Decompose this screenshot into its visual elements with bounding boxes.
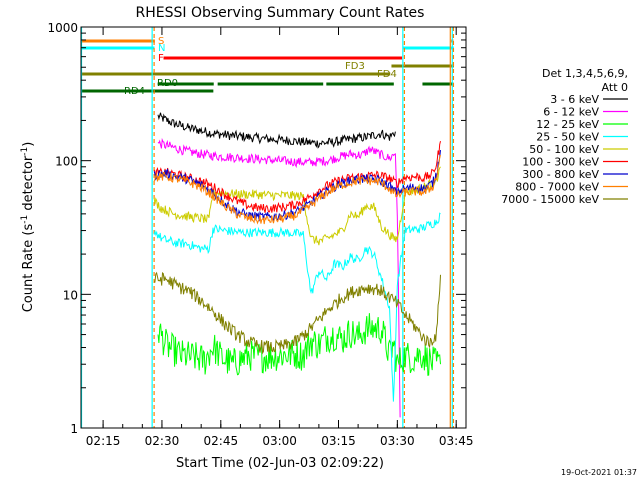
legend-header-line2: Att 0 (602, 81, 628, 94)
series-12-25-kev (157, 313, 441, 376)
attenuator-lines (80, 27, 455, 428)
bar-label-rd4: RD4 (124, 86, 145, 97)
chart-title: RHESSI Observing Summary Count Rates (136, 5, 425, 21)
timestamp: 19-Oct-2021 01:37 (561, 468, 637, 477)
x-tick-label: 02:30 (145, 434, 180, 448)
y-tick-label: 10 (63, 288, 78, 302)
legend-label-6-12-kev: 6 - 12 keV (543, 106, 599, 119)
series-800-7000-kev (153, 154, 441, 225)
series-25-50-kev (153, 212, 441, 402)
legend-label-25-50-kev: 25 - 50 keV (536, 131, 599, 144)
series-6-12-kev (157, 137, 401, 418)
y-axis-label: Count Rate (s-1 detector-1) (20, 142, 36, 313)
x-tick-label: 02:15 (86, 434, 121, 448)
bar-label-fd4: FD4 (377, 69, 397, 80)
series-lines (153, 112, 441, 418)
y-tick-label: 1000 (47, 21, 78, 35)
legend-label-12-25-kev: 12 - 25 keV (536, 118, 599, 131)
axes: 02:15 02:30 02:45 03:00 03:15 03:30 03:45 1 10 10… (47, 21, 473, 448)
x-tick-label: 03:00 (262, 434, 297, 448)
y-tick-label: 1 (70, 422, 78, 436)
x-tick-label: 03:45 (439, 434, 474, 448)
series-50-100-kev (153, 166, 441, 246)
plot-frame (80, 26, 467, 429)
series-7000-15000-kev (153, 271, 441, 355)
legend-label-50-100-kev: 50 - 100 keV (529, 143, 599, 156)
legend-label-3-6-kev: 3 - 6 keV (550, 93, 599, 106)
series-100-300-kev (153, 140, 441, 213)
x-tick-label: 03:30 (380, 434, 415, 448)
y-tick-label: 100 (55, 155, 78, 169)
legend-label-300-800-kev: 300 - 800 keV (522, 168, 599, 181)
legend-label-7000-15000-kev: 7000 - 15000 keV (501, 193, 599, 206)
series-300-800-kev (153, 150, 441, 222)
instrument-state-bars: SNF FD3 FD4 RD0 RD4 (81, 36, 454, 97)
bar-label-f: F (158, 53, 164, 64)
x-tick-label: 02:45 (204, 434, 239, 448)
series-3-6-kev (157, 112, 396, 149)
bar-label-s: S (158, 36, 164, 47)
x-tick-label: 03:15 (321, 434, 356, 448)
bar-label-rd0: RD0 (157, 78, 178, 89)
legend-label-800-7000-kev: 800 - 7000 keV (515, 181, 599, 194)
x-axis-label: Start Time (02-Jun-03 02:09:22) (176, 456, 384, 471)
legend-label-100-300-kev: 100 - 300 keV (522, 156, 599, 169)
legend-header-line1: Det 1,3,4,5,6,9, (542, 67, 628, 80)
bar-label-fd3: FD3 (345, 61, 365, 72)
bar-label-n: N (158, 43, 165, 54)
